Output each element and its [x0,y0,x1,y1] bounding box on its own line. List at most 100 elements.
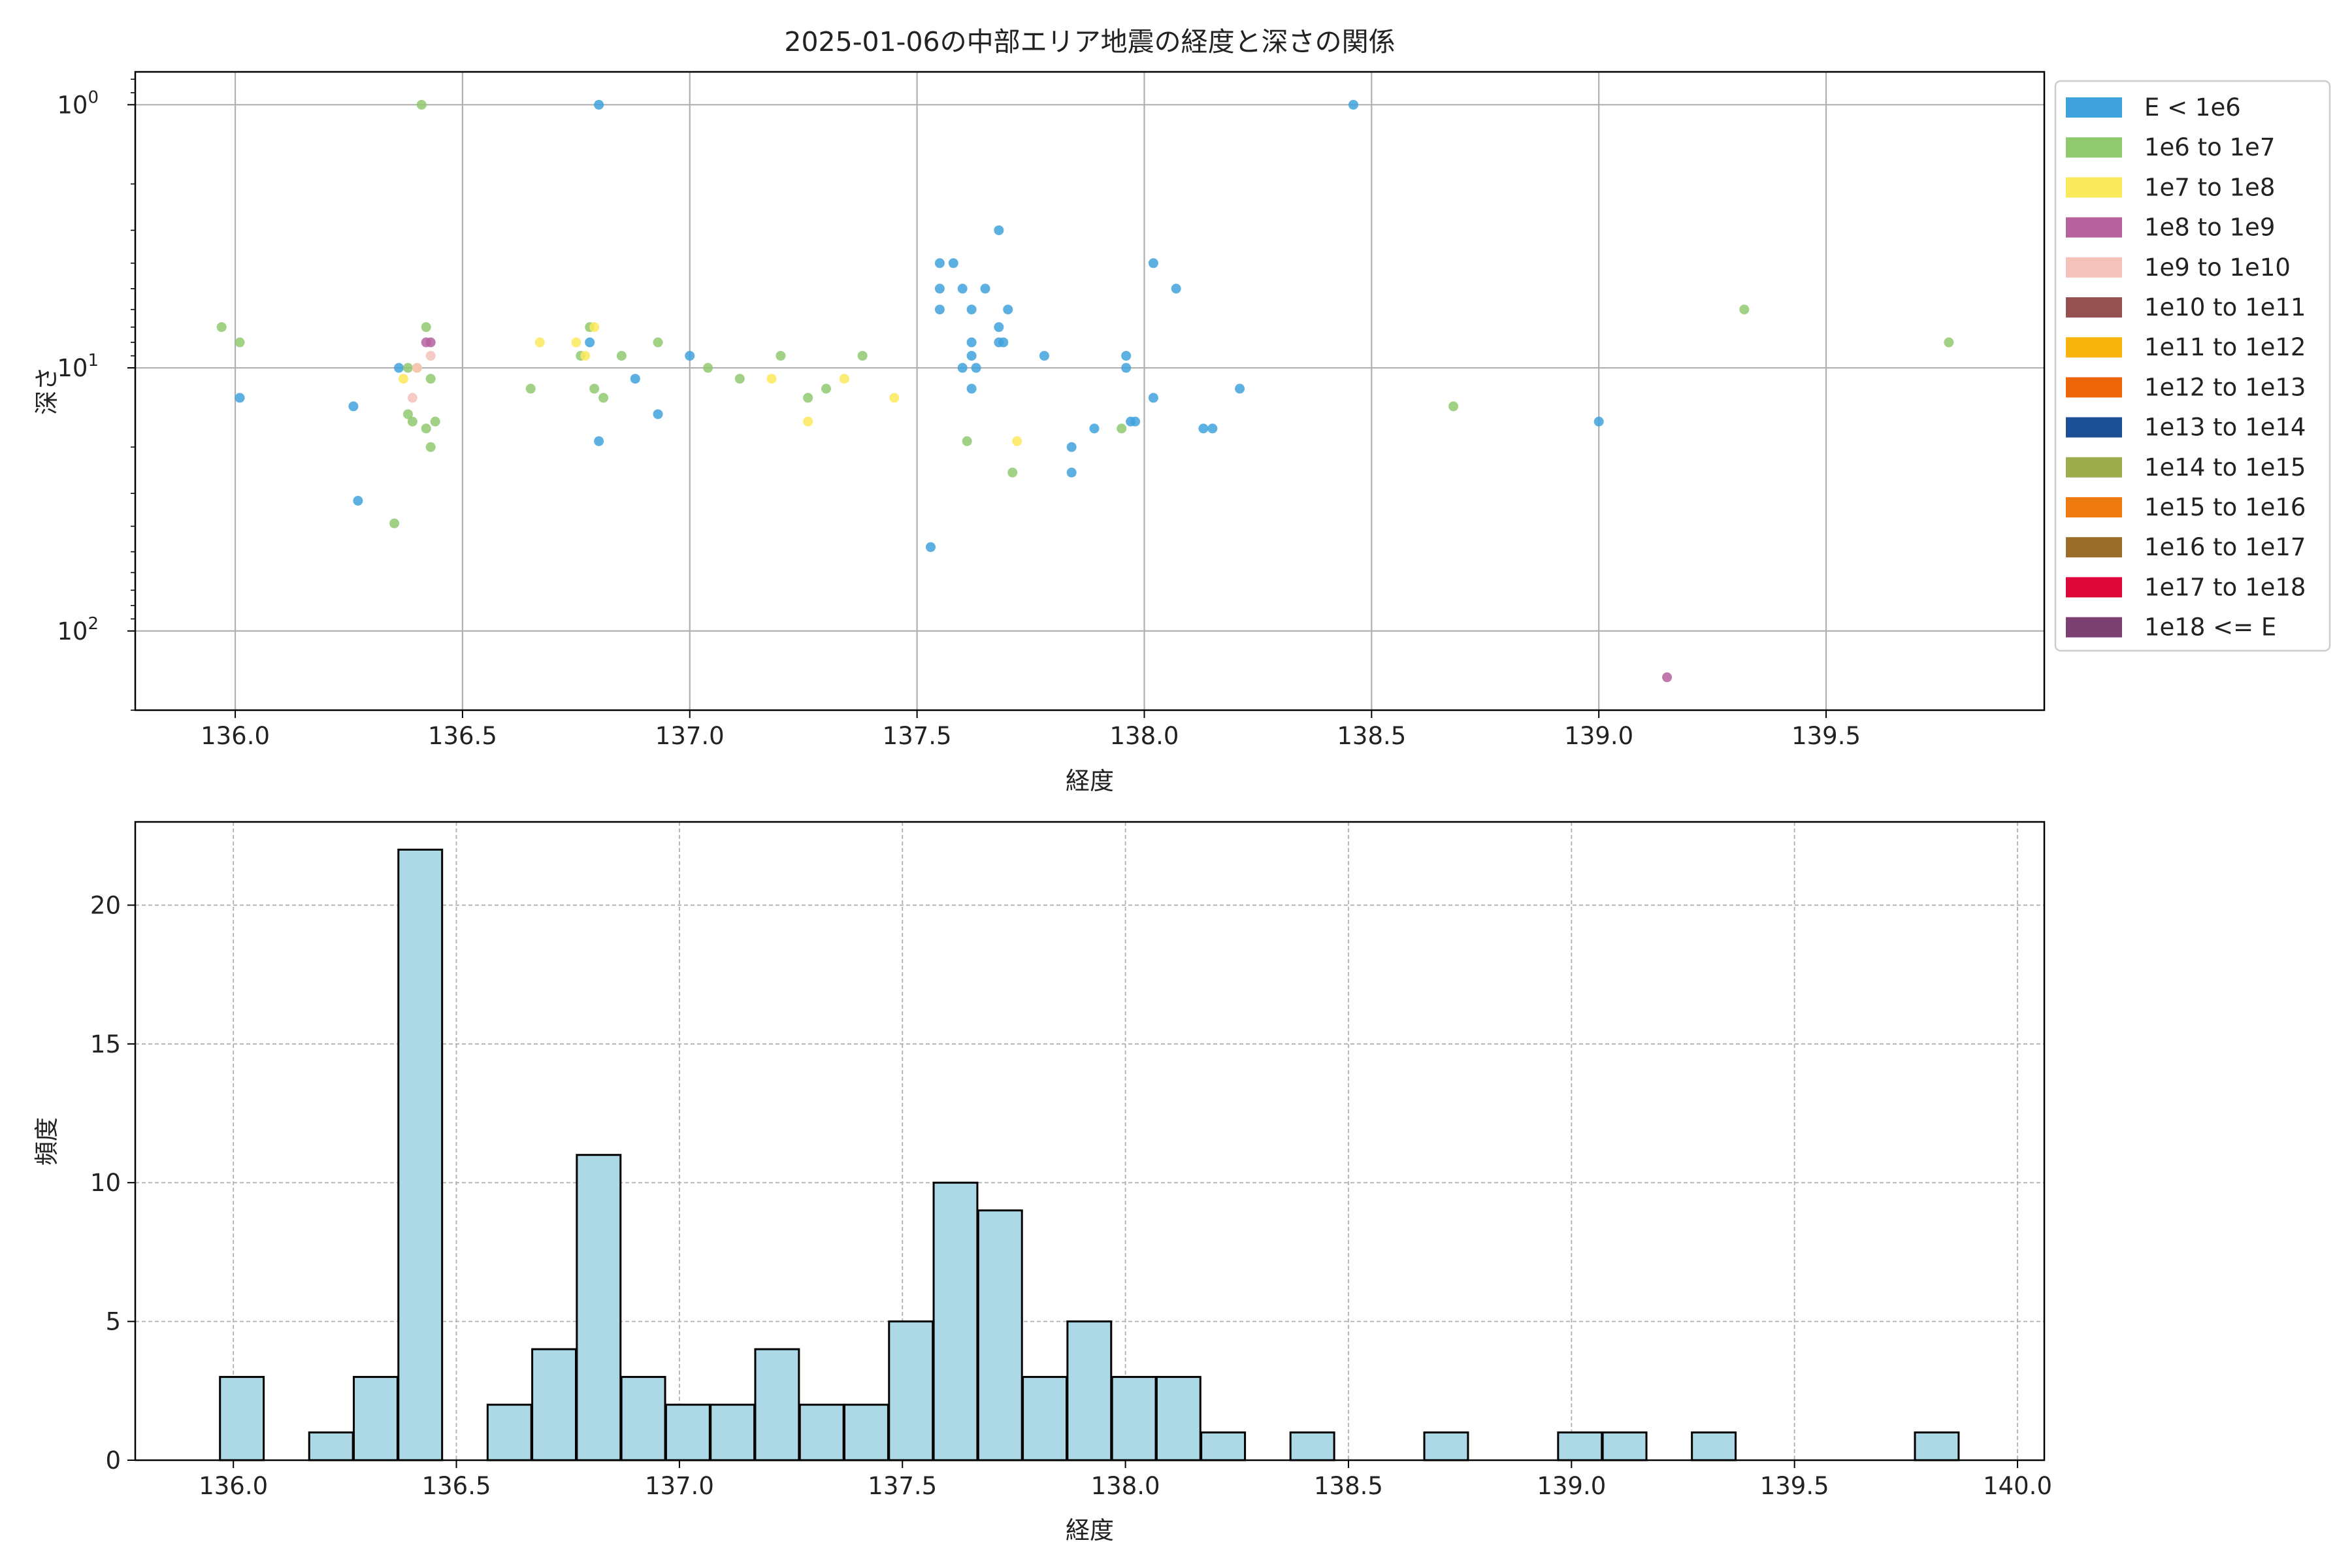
legend-label: 1e7 to 1e8 [2144,173,2275,201]
histogram-x-tick-label: 140.0 [1983,1472,2052,1500]
legend-label: 1e10 to 1e11 [2144,293,2306,321]
legend-label: 1e13 to 1e14 [2144,414,2306,442]
legend-label: 1e14 to 1e15 [2144,453,2306,482]
scatter-point [1066,442,1077,452]
histogram-bar [353,1376,399,1462]
legend-label: 1e16 to 1e17 [2144,533,2306,561]
scatter-point [421,322,431,333]
scatter-point [235,337,245,348]
scatter-point [685,351,695,361]
histogram-bar [710,1403,756,1462]
histogram-y-tick-label: 10 [90,1169,121,1197]
histogram-bar [576,1154,622,1462]
histogram-bar [219,1376,265,1462]
histogram-y-tick-label: 15 [90,1030,121,1058]
histogram-bar [1423,1431,1469,1462]
histogram-bar [486,1403,532,1462]
scatter-point [402,363,413,373]
legend-swatch [2066,417,2122,438]
scatter-point [957,284,968,294]
scatter-series [216,99,1954,529]
scatter-x-tick-label: 138.5 [1337,722,1406,750]
scatter-point [425,442,436,452]
scatter-point [962,436,972,446]
legend-label: 1e17 to 1e18 [2144,573,2306,601]
scatter-point [394,363,404,373]
scatter-point [957,363,968,373]
scatter-point [1207,423,1218,434]
histogram-bar [888,1320,934,1462]
scatter-point [1148,393,1158,403]
scatter-point [839,374,849,384]
scatter-x-tick-label: 136.0 [201,722,270,750]
scatter-point [1066,467,1077,478]
scatter-y-axis-label: 深さ [33,367,61,415]
scatter-point [1448,401,1459,412]
scatter-x-ticks: 136.0 136.5 137.0 137.5 138.0 138.5 139.0 139.5 [201,710,1861,750]
legend-swatch [2066,257,2122,278]
scatter-point [966,384,977,394]
histogram-y-tick-label: 5 [105,1308,121,1336]
scatter-x-tick-label: 139.0 [1564,722,1633,750]
scatter-point [980,284,990,294]
scatter-point [1198,423,1209,434]
histogram-frame [134,821,2046,1462]
scatter-point [594,99,604,110]
histogram-bar [1111,1376,1157,1462]
legend-label: 1e18 <= E [2144,613,2276,642]
legend-box [2054,80,2331,652]
scatter-point [402,409,413,419]
scatter-point [589,322,600,333]
scatter-point [389,518,400,529]
histogram-bar [664,1403,711,1462]
scatter-point [1235,384,1245,394]
scatter-x-tick-label: 137.5 [883,722,952,750]
legend: E < 1e6 1e6 to 1e7 1e7 to 1e8 1e8 to 1e9 1e9… [2054,80,2331,652]
histogram-y-ticks: 0 5 10 15 20 [90,891,135,1475]
scatter-point [653,409,663,419]
legend-swatch [2066,497,2122,517]
scatter-point [703,363,713,373]
scatter-point [1117,423,1127,434]
histogram-x-axis-label: 経度 [1066,1516,1114,1544]
histogram-x-ticks: 136.0 136.5 137.0 137.5 138.0 138.5 139.0 139.5… [199,1460,2052,1500]
scatter-point [994,322,1004,333]
histogram-bar [932,1181,979,1462]
scatter-x-tick-label: 139.5 [1791,722,1861,750]
scatter-point [1944,337,1954,348]
legend-swatch [2066,337,2122,358]
histogram-x-tick-label: 136.5 [422,1472,491,1500]
scatter-point [416,99,427,110]
legend-swatch [2066,537,2122,558]
legend-label: 1e15 to 1e16 [2144,493,2306,521]
histogram-bar [1914,1431,1960,1462]
legend-items: E < 1e6 1e6 to 1e7 1e7 to 1e8 1e8 to 1e9 1e9… [2066,93,2306,642]
histogram-x-tick-label: 139.5 [1760,1472,1829,1500]
scatter-point [966,304,977,315]
histogram-bar [308,1431,354,1462]
legend-swatch [2066,457,2122,478]
scatter-point [857,351,868,361]
legend-swatch [2066,617,2122,638]
scatter-point [1130,416,1141,427]
histogram-bar [531,1348,578,1462]
scatter-point [525,384,536,394]
legend-swatch [2066,377,2122,398]
scatter-point [1039,351,1049,361]
scatter-point [425,337,436,348]
scatter-point [1089,423,1100,434]
scatter-point [594,436,604,446]
scatter-point [589,384,600,394]
legend-swatch [2066,97,2122,118]
scatter-point [1662,672,1673,683]
legend-label: 1e12 to 1e13 [2144,373,2306,401]
scatter-point [966,351,977,361]
scatter-point [734,374,745,384]
scatter-point [348,401,359,412]
scatter-point [598,393,609,403]
histogram-bar [1691,1431,1737,1462]
legend-swatch [2066,217,2122,238]
scatter-y-tick-exponent: 1 [88,351,99,370]
scatter-points [216,99,1954,683]
legend-label: E < 1e6 [2144,93,2241,122]
